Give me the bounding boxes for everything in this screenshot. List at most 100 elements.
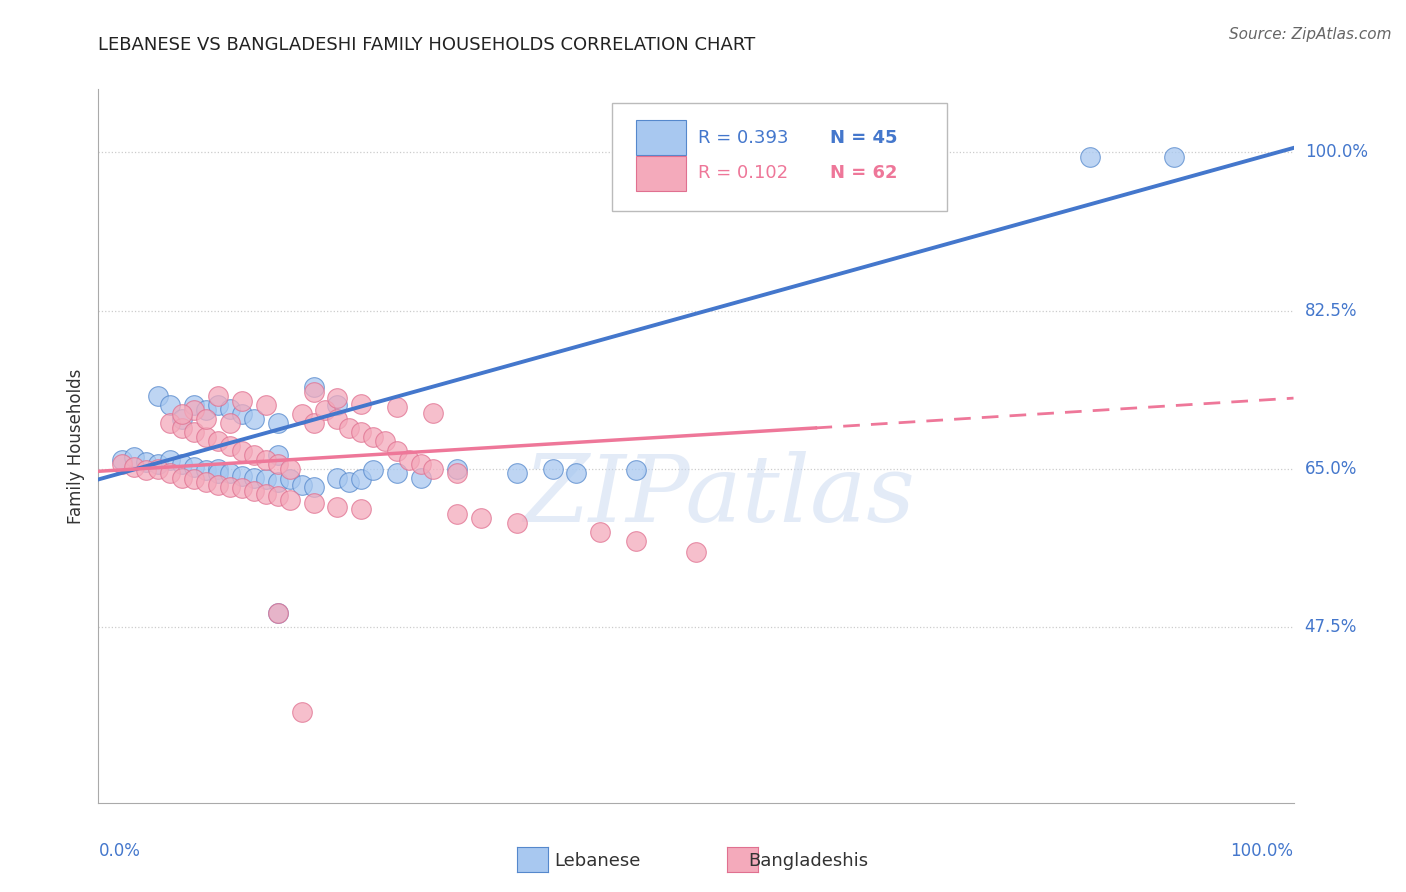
Point [1080, 150, 1102, 164]
Point [337, 421, 360, 435]
Point [243, 412, 266, 426]
Point [231, 468, 253, 483]
Point [194, 475, 217, 490]
Text: 47.5%: 47.5% [1305, 617, 1357, 636]
Text: N = 45: N = 45 [830, 128, 897, 146]
Point [267, 489, 290, 503]
Point [219, 480, 242, 494]
Point [207, 466, 229, 480]
Point [302, 384, 325, 399]
Point [326, 391, 349, 405]
Point [172, 421, 194, 435]
Point [172, 408, 194, 422]
Text: R = 0.102: R = 0.102 [699, 164, 789, 182]
Point [172, 470, 194, 484]
Text: 65.0%: 65.0% [1305, 459, 1357, 477]
Point [411, 470, 433, 484]
Point [624, 533, 647, 548]
Point [278, 493, 301, 508]
Point [326, 500, 349, 514]
Text: Lebanese: Lebanese [554, 852, 641, 870]
FancyBboxPatch shape [612, 103, 946, 211]
Point [207, 478, 229, 492]
Text: 0.0%: 0.0% [98, 842, 141, 860]
Point [290, 478, 312, 492]
Point [446, 466, 468, 480]
Text: Bangladeshis: Bangladeshis [748, 852, 869, 870]
Point [363, 430, 385, 444]
FancyBboxPatch shape [636, 120, 686, 155]
Point [302, 496, 325, 510]
Point [207, 434, 229, 449]
Point [290, 706, 312, 720]
Point [194, 463, 217, 477]
Text: 82.5%: 82.5% [1305, 301, 1357, 319]
Point [302, 380, 325, 394]
Point [231, 408, 253, 422]
Point [267, 448, 290, 462]
Point [254, 487, 277, 501]
Y-axis label: Family Households: Family Households [67, 368, 86, 524]
Point [302, 417, 325, 431]
Point [374, 434, 396, 449]
Point [385, 443, 409, 458]
Point [506, 516, 529, 530]
Point [350, 425, 373, 440]
Point [350, 502, 373, 516]
Text: R = 0.393: R = 0.393 [699, 128, 789, 146]
Point [172, 457, 194, 471]
Point [685, 544, 707, 558]
Point [231, 393, 253, 408]
Point [231, 482, 253, 496]
Point [159, 398, 181, 412]
Point [135, 463, 157, 477]
Point [207, 461, 229, 475]
Text: 100.0%: 100.0% [1305, 144, 1368, 161]
Point [219, 466, 242, 480]
Point [350, 472, 373, 486]
Point [326, 412, 349, 426]
Point [446, 507, 468, 521]
Point [350, 396, 373, 410]
Point [194, 430, 217, 444]
Point [267, 417, 290, 431]
Point [148, 457, 170, 471]
Point [422, 406, 444, 420]
Point [589, 524, 612, 539]
Point [254, 398, 277, 412]
Point [302, 480, 325, 494]
Point [159, 466, 181, 480]
Point [194, 412, 217, 426]
Point [207, 389, 229, 403]
Point [159, 452, 181, 467]
Point [183, 425, 205, 440]
Point [243, 470, 266, 484]
Point [219, 417, 242, 431]
FancyBboxPatch shape [636, 156, 686, 191]
Point [135, 455, 157, 469]
Point [411, 457, 433, 471]
Point [219, 439, 242, 453]
Point [159, 417, 181, 431]
Point [1163, 150, 1185, 164]
Text: N = 62: N = 62 [830, 164, 897, 182]
Point [278, 461, 301, 475]
Point [290, 408, 312, 422]
Point [231, 443, 253, 458]
Text: ZIPatlas: ZIPatlas [524, 451, 915, 541]
Point [111, 452, 134, 467]
Point [183, 459, 205, 474]
Point [183, 398, 205, 412]
Point [267, 606, 290, 620]
Point [254, 452, 277, 467]
Point [446, 461, 468, 475]
Point [267, 606, 290, 620]
Point [267, 457, 290, 471]
Point [398, 452, 420, 467]
Point [254, 472, 277, 486]
Point [111, 457, 134, 471]
Point [470, 511, 492, 525]
Point [207, 398, 229, 412]
Point [326, 470, 349, 484]
Text: Source: ZipAtlas.com: Source: ZipAtlas.com [1229, 27, 1392, 42]
